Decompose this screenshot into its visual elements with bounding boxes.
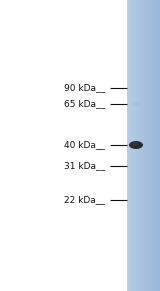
Text: 90 kDa__: 90 kDa__ [64, 84, 105, 93]
Ellipse shape [131, 102, 141, 106]
Ellipse shape [129, 141, 143, 149]
Text: 22 kDa__: 22 kDa__ [64, 196, 105, 205]
Text: 65 kDa__: 65 kDa__ [64, 100, 105, 109]
Text: 40 kDa__: 40 kDa__ [64, 141, 105, 150]
Text: 31 kDa__: 31 kDa__ [64, 162, 105, 171]
Ellipse shape [132, 142, 138, 146]
